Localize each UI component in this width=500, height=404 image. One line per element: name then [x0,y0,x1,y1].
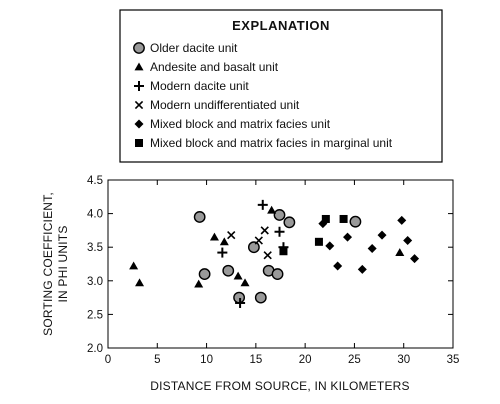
y-tick-label: 2.5 [87,309,103,321]
x-tick-label: 5 [154,354,160,366]
data-point-triangle [240,278,250,287]
legend-items: Older dacite unit Andesite and basalt uni… [133,41,393,150]
y-axis-ticks: 2.0 2.5 3.0 3.5 4.0 4.5 [87,175,453,355]
data-point-x [260,226,269,235]
data-point-x [254,236,263,245]
data-point-x [263,251,272,260]
data-point-plus [235,297,246,308]
y-tick-label: 4.5 [87,175,103,187]
data-point-circle [247,241,260,254]
data-point-circle [198,268,211,280]
data-point-diamond [357,264,367,274]
data-point-diamond [343,232,353,242]
data-point-diamond [397,215,407,225]
x-axis-ticks: 0 5 10 15 20 25 30 35 [105,180,460,366]
y-axis-title-line1: SORTING COEFFICIENT, [41,192,55,336]
legend-label: Mixed block and matrix facies unit [150,117,331,131]
y-tick-label: 4.0 [87,209,103,221]
legend-marker-diamond [134,119,144,129]
data-point-circle [283,216,296,229]
legend-box [119,9,443,163]
data-point-diamond [367,244,377,254]
x-tick-label: 30 [397,354,410,366]
y-tick-label: 2.0 [87,343,103,355]
data-point-triangle [209,232,219,241]
plot-frame [107,179,454,349]
data-point-diamond [377,230,387,240]
data-point-diamond [325,241,335,251]
legend-marker-plus [134,81,144,91]
x-axis-title: DISTANCE FROM SOURCE, IN KILOMETERS [150,379,409,393]
legend-marker-triangle [134,62,144,71]
data-point-x [227,230,236,240]
legend-label: Modern undifferentiated unit [150,98,300,112]
data-point-triangle [395,248,405,256]
data-point-diamond [333,261,343,271]
data-point-circle [193,211,206,223]
data-point-square [314,237,323,246]
data-point-plus [257,199,268,210]
data-point-triangle [219,237,229,246]
legend-marker-x [134,100,144,110]
data-point-triangle [267,205,277,214]
data-point-square [279,247,288,256]
data-point-triangle [233,271,243,280]
x-tick-label: 0 [105,354,111,366]
x-tick-label: 35 [447,354,460,366]
data-point-triangle [135,278,145,287]
data-point-circle [271,268,284,280]
legend-marker-square [135,139,143,147]
data-point-triangle [129,261,139,270]
data-point-circle [273,209,286,221]
data-point-circle [349,215,362,228]
legend-label: Mixed block and matrix facies in margina… [150,136,393,150]
data-points [129,199,420,308]
x-tick-label: 20 [299,354,312,366]
data-point-triangle [194,279,204,288]
x-tick-label: 15 [249,354,262,366]
data-point-square [321,214,330,223]
legend-label: Modern dacite unit [150,79,249,93]
data-point-plus [274,226,285,237]
data-point-square [339,214,348,223]
legend-marker-circle [133,42,145,54]
legend-title: EXPLANATION [232,18,330,33]
data-point-diamond [403,235,413,245]
data-point-circle [254,291,267,304]
legend-label: Older dacite unit [150,41,238,55]
legend-label: Andesite and basalt unit [150,60,279,74]
data-point-diamond [410,254,420,264]
x-tick-label: 25 [348,354,361,366]
data-point-circle [222,264,235,277]
y-axis-title-line2: IN PHI UNITS [56,225,70,302]
data-point-plus [217,247,228,258]
y-tick-label: 3.0 [87,276,103,288]
y-tick-label: 3.5 [87,242,103,254]
x-tick-label: 10 [200,354,213,366]
